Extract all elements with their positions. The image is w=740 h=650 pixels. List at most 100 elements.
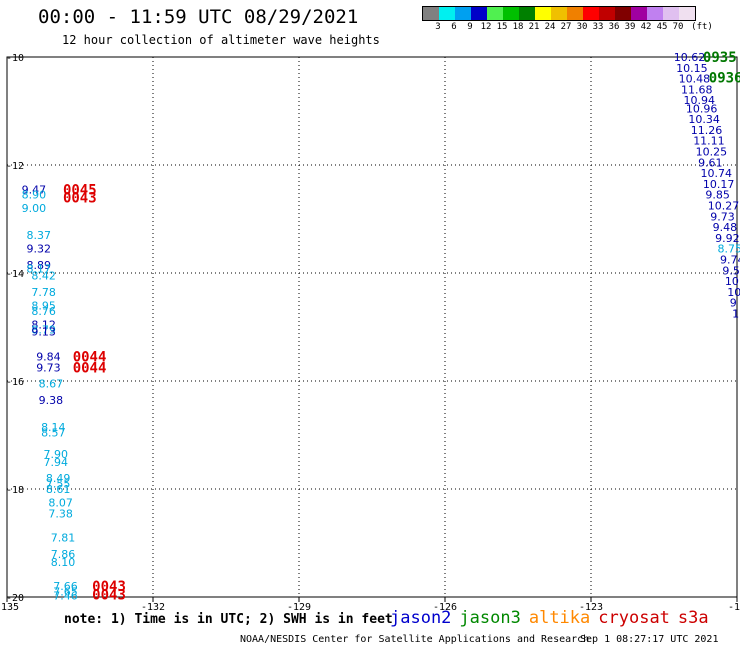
swh-value-label: 7.38 [48,507,73,520]
legend-label: 18 [512,22,524,32]
swh-value-label: 8.42 [31,270,56,283]
swh-value-label: 9.85 [705,189,730,202]
swh-value-label: 11.26 [691,124,723,137]
swh-value-label: 1 [732,308,739,321]
y-tick-label: -14 [6,269,24,280]
swh-value-label: 10 [727,286,740,299]
swh-value-label: 7.81 [51,532,76,545]
legend-label: 15 [496,22,508,32]
swh-value-label: 9.84 [36,351,61,364]
legend-label: 39 [624,22,636,32]
swh-value-label: 9 [730,297,737,310]
swh-value-label: 8.17 [26,263,51,276]
y-tick-label: -20 [6,593,24,604]
legend-label: 36 [608,22,620,32]
legend-label: 6 [451,22,457,32]
swh-value-label: 8.76 [31,305,56,318]
swh-value-label: 10.48 [679,73,711,86]
swh-value-label: 7.94 [44,456,69,469]
swh-value-label: 9.5 [722,264,740,277]
swh-value-label: 11.11 [693,135,725,148]
y-tick-label: -12 [6,161,24,172]
time-label: 0044 [73,350,107,366]
swh-value-label: 8.14 [41,421,66,434]
time-label: 0936 [709,71,740,87]
legend-swatch [503,7,519,20]
swh-value-label: 8.37 [26,229,51,242]
swh-value-label: 8.57 [41,426,66,439]
swh-value-label: 8.67 [39,378,64,391]
x-tick-label: -12 [728,602,740,613]
swh-value-label: 10.34 [688,113,720,126]
swh-value-label: 10.15 [676,62,708,75]
swh-value-label: 10.94 [683,94,715,107]
wave-height-color-legend [422,6,696,21]
swh-value-label: 8.75 [718,243,740,256]
time-label: 0044 [73,361,107,377]
swh-value-label: 7.65 [53,586,78,599]
legend-swatch [455,7,471,20]
x-tick-label: -132 [141,602,165,613]
swh-value-label: 7.55 [46,478,71,491]
swh-value-label: 9.61 [698,156,723,169]
y-tick-label: -16 [6,377,24,388]
legend-label: 21 [528,22,540,32]
swh-value-label: 8.90 [22,189,46,202]
swh-value-label: 8.89 [26,259,51,272]
legend-swatch [487,7,503,20]
x-tick-label: -123 [579,602,603,613]
swh-value-label: 8.12 [31,318,56,331]
footer-note: note: 1) Time is in UTC; 2) SWH is in fe… [64,612,393,627]
swh-value-label: 9.73 [710,210,735,223]
swh-value-label: 7.90 [44,448,69,461]
legend-label: 9 [467,22,473,32]
plot-frame [6,56,738,598]
legend-swatch [551,7,567,20]
satellite-label-s3a: s3a [677,608,709,628]
swh-value-label: 7.78 [31,286,56,299]
legend-label: 30 [576,22,588,32]
legend-swatch [567,7,583,20]
chart-title: 00:00 - 11:59 UTC 08/29/2021 [38,6,359,28]
legend-swatch [423,7,439,20]
swh-value-label: 7.46 [53,589,78,602]
legend-label: 12 [480,22,492,32]
chart-subtitle: 12 hour collection of altimeter wave hei… [62,33,380,47]
swh-value-label: 8.07 [48,497,73,510]
legend-swatch [663,7,679,20]
legend-label: 3 [435,22,441,32]
satellite-label-jason3: jason3 [459,608,521,628]
swh-value-label: 7.86 [51,548,76,561]
swh-value-label: 10.62 [674,51,706,64]
swh-value-label: 9.13 [31,325,56,338]
swh-value-label: 8.10 [51,556,76,569]
swh-value-label: 9.74 [720,254,740,267]
satellite-label-altika: altika [528,608,591,628]
swh-value-label: 8.79 [31,324,56,337]
legend-swatch [647,7,663,20]
swh-value-label: 8.61 [46,483,71,496]
legend-swatch [471,7,487,20]
time-label: 0043 [63,190,97,206]
satellite-label-cryosat: cryosat [598,608,670,628]
swh-value-label: 10.27 [708,200,740,213]
swh-value-label: 8.49 [46,472,71,485]
x-tick-label: -135 [0,602,19,613]
legend-label: 70 [672,22,684,32]
time-label: 0935 [703,50,737,66]
swh-value-label: 9.48 [713,221,738,234]
legend-swatch [519,7,535,20]
legend-label: 33 [592,22,604,32]
time-label: 0043 [92,579,126,595]
swh-value-label: 10.74 [701,167,733,180]
swh-value-label: 10.17 [703,178,735,191]
legend-swatch [631,7,647,20]
x-tick-label: -126 [433,602,457,613]
y-tick-label: -18 [6,485,24,496]
swh-value-label: 10.25 [696,146,728,159]
swh-value-label: 9.73 [36,362,61,375]
legend-swatch [439,7,455,20]
swh-value-label: 11.68 [681,83,713,96]
swh-value-label: 10.96 [686,102,718,115]
